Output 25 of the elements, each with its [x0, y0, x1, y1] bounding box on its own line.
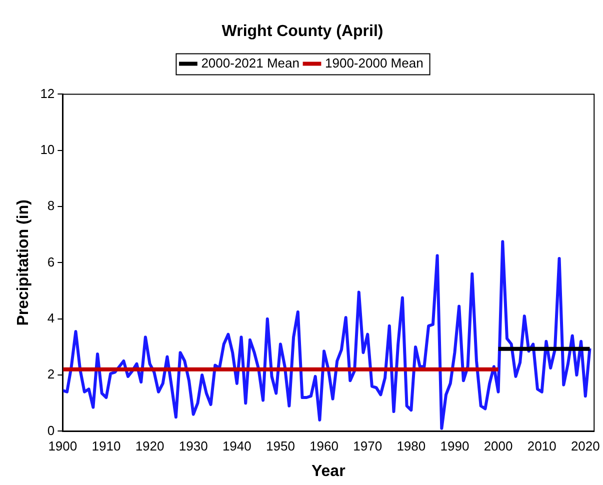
x-tick-label: 1910 [92, 438, 121, 454]
x-tick-label: 1990 [440, 438, 470, 454]
x-tick-label: 1980 [396, 438, 426, 454]
y-tick-label: 2 [47, 366, 55, 382]
x-tick-label: 1960 [310, 438, 338, 454]
x-tick-label: 1940 [222, 438, 252, 454]
x-tick-label: 2000 [484, 438, 513, 454]
x-tick-label: 1970 [353, 438, 382, 454]
x-tick-label: 1930 [178, 438, 208, 454]
y-axis-title: Precipitation (in) [15, 200, 32, 326]
y-tick-label: 6 [47, 254, 55, 270]
x-tick-label: 1900 [48, 438, 78, 454]
x-tick-label: 2020 [570, 438, 600, 454]
x-tick-label: 2010 [527, 438, 556, 454]
chart-title: Wright County (April) [222, 23, 384, 40]
y-tick-label: 4 [47, 310, 55, 326]
x-tick-label: 1950 [266, 438, 295, 454]
y-tick-label: 8 [47, 198, 55, 214]
y-tick-label: 0 [47, 422, 55, 438]
legend-label: 1900-2000 Mean [325, 55, 424, 70]
legend-label: 2000-2021 Mean [201, 55, 300, 70]
y-tick-label: 10 [40, 142, 55, 157]
x-tick-label: 1920 [135, 438, 164, 454]
y-tick-label: 12 [40, 86, 55, 101]
x-axis-title: Year [311, 462, 346, 480]
